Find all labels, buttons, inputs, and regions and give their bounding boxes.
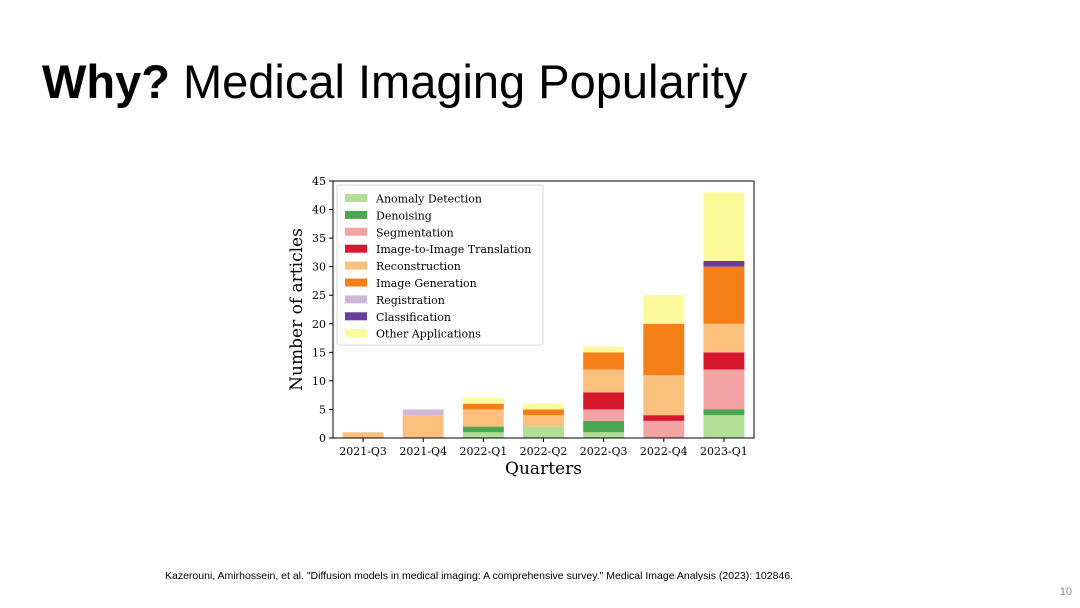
bars-layer <box>342 192 745 438</box>
bar-segment <box>402 409 444 416</box>
y-tick-label: 35 <box>312 232 326 245</box>
legend-swatch <box>345 210 367 219</box>
bar-segment <box>462 432 504 438</box>
bar-segment <box>583 392 625 410</box>
y-axis-label: Number of articles <box>287 228 307 391</box>
bar-segment <box>703 192 745 261</box>
y-tick-label: 40 <box>312 204 326 217</box>
x-axis-label: Quarters <box>505 459 582 479</box>
page-number: 10 <box>1059 586 1072 598</box>
y-tick-label: 20 <box>312 318 326 331</box>
x-tick-label: 2022-Q3 <box>580 445 628 458</box>
x-tick-label: 2022-Q4 <box>640 445 688 458</box>
bar-segment <box>703 323 745 353</box>
legend-label: Classification <box>376 311 451 324</box>
x-tick-label: 2021-Q4 <box>399 445 447 458</box>
legend-label: Reconstruction <box>376 260 461 273</box>
legend-label: Registration <box>376 294 445 307</box>
y-tick-label: 45 <box>312 175 326 188</box>
bar-segment <box>643 375 685 416</box>
bar-segment <box>402 415 444 438</box>
y-axis: 0 5 10 15 20 25 30 35 40 45 <box>312 175 333 445</box>
bar-segment <box>583 420 625 433</box>
y-tick-label: 15 <box>312 346 326 359</box>
slide-title-rest: Medical Imaging Popularity <box>169 55 748 108</box>
x-tick-label: 2023-Q1 <box>700 445 748 458</box>
x-tick-label: 2021-Q3 <box>339 445 387 458</box>
legend-label: Denoising <box>376 209 432 222</box>
legend-box <box>336 184 544 346</box>
bar-segment <box>523 403 564 410</box>
y-tick-label: 25 <box>312 289 326 302</box>
legend-label: Other Applications <box>376 328 481 341</box>
legend-label: Segmentation <box>376 226 454 239</box>
y-tick-label: 0 <box>319 432 326 445</box>
bar-segment <box>462 398 504 404</box>
legend-label: Anomaly Detection <box>375 193 482 206</box>
bar-segment <box>583 369 625 393</box>
bar-segment <box>643 295 685 324</box>
bar-segment <box>703 266 745 324</box>
bar-segment <box>583 352 625 370</box>
legend-swatch <box>345 244 367 253</box>
bar-segment <box>523 426 564 438</box>
bar-segment <box>462 409 504 427</box>
bar-segment <box>643 415 685 421</box>
legend-swatch <box>345 312 367 321</box>
bar-segment <box>523 415 564 427</box>
y-tick-label: 10 <box>312 375 326 388</box>
bar-segment <box>703 369 745 410</box>
citation: Kazerouni, Amirhossein, et al. "Diffusio… <box>165 570 794 582</box>
slide-title: Why? Medical Imaging Popularity <box>42 52 747 112</box>
bar-segment <box>523 409 564 416</box>
legend-swatch <box>345 278 367 287</box>
bar-segment <box>583 409 625 421</box>
legend-swatch <box>345 261 367 270</box>
x-axis: 2021-Q3 2021-Q4 2022-Q1 2022-Q2 2022-Q3 2022-… <box>339 438 748 458</box>
bar-segment <box>583 346 625 353</box>
bar-segment <box>703 415 745 438</box>
bar-segment <box>462 403 504 410</box>
slide-title-bold: Why? <box>42 55 170 108</box>
bar-segment <box>462 426 504 433</box>
bar-segment <box>583 432 625 438</box>
bar-segment <box>703 409 745 416</box>
legend-label: Image Generation <box>376 277 477 290</box>
bar-segment <box>342 432 384 438</box>
legend-label: Image-to-Image Translation <box>376 243 531 256</box>
legend-swatch <box>345 194 367 202</box>
bar-segment <box>703 260 745 267</box>
bar-segment <box>643 420 685 438</box>
x-tick-label: 2022-Q2 <box>520 445 568 458</box>
bar-segment <box>643 323 685 376</box>
bar-segment <box>703 352 745 370</box>
legend: Anomaly Detection Denoising Segmentation Im… <box>336 184 544 346</box>
legend-swatch <box>345 329 367 338</box>
legend-swatch <box>345 295 367 304</box>
y-tick-label: 5 <box>319 403 326 416</box>
y-tick-label: 30 <box>312 261 326 274</box>
x-tick-label: 2022-Q1 <box>459 445 507 458</box>
legend-swatch <box>345 227 367 236</box>
